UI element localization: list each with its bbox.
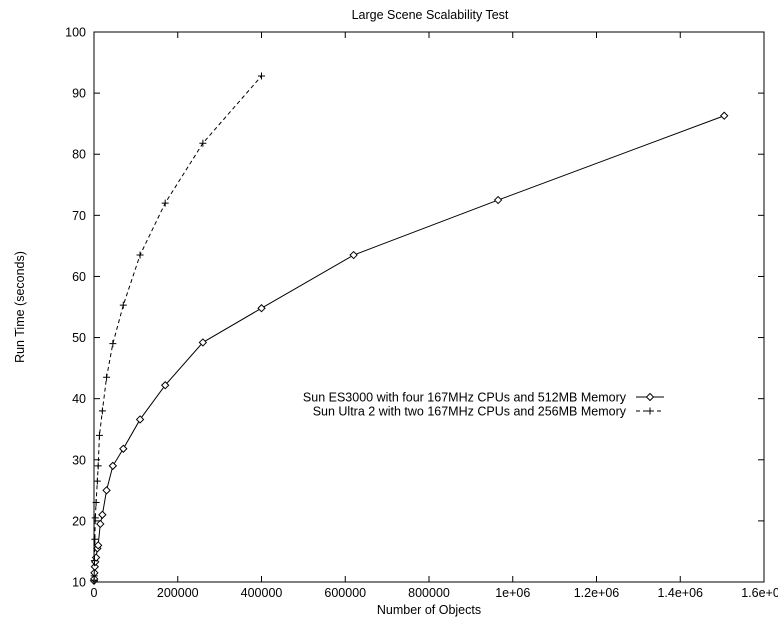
data-point [95,431,103,439]
y-tick-label: 20 [72,514,86,528]
x-tick-label: 600000 [324,586,366,600]
data-point [91,514,99,522]
data-point [90,562,100,571]
legend-entry: Sun Ultra 2 with two 167MHz CPUs and 256… [313,405,664,419]
y-tick-label: 80 [72,148,86,162]
x-tick-label: 1e+06 [495,586,530,600]
data-point [349,250,358,260]
y-tick-label: 70 [72,209,86,223]
data-point [102,486,111,495]
data-point [119,301,127,309]
data-point [92,499,100,507]
data-point [136,251,144,259]
legend-marker [646,407,654,415]
legend-label: Sun ES3000 with four 167MHz CPUs and 512… [303,391,627,405]
data-point [720,111,729,120]
x-tick-label: 1.6e+06 [741,586,778,600]
data-point [90,572,98,580]
legend-marker [645,392,655,402]
y-tick-label: 90 [72,87,86,101]
data-point [119,444,128,453]
series-line [93,75,262,581]
y-tick-label: 10 [72,576,86,590]
chart-title: Large Scene Scalability Test [352,8,509,22]
data-point [135,415,145,424]
y-tick-label: 40 [72,392,86,406]
data-point [257,304,266,313]
data-point [90,557,98,565]
y-tick-label: 30 [72,453,86,467]
data-point [93,477,101,485]
data-point [91,535,99,543]
data-point [258,72,265,80]
x-tick-label: 1.2e+06 [574,586,620,600]
axis-ticks: 0 200000 400000 600000 800000 1e+06 1.2e+06 1.4… [65,26,778,601]
data-point [94,462,102,470]
series-2 [90,72,265,584]
data-point [493,195,503,205]
legend-entry: Sun ES3000 with four 167MHz CPUs and 512… [303,391,664,405]
data-point [160,381,170,390]
x-tick-label: 1.4e+06 [657,586,703,600]
data-point [103,373,111,381]
series-line [93,115,725,581]
legend: Sun ES3000 with four 167MHz CPUs and 512… [303,391,664,419]
x-tick-label: 0 [91,586,98,600]
legend-label: Sun Ultra 2 with two 167MHz CPUs and 256… [313,405,627,419]
series-layer [89,72,729,585]
data-point [198,338,208,347]
x-tick-label: 800000 [408,586,450,600]
x-tick-label: 400000 [241,586,283,600]
data-point [199,139,207,147]
x-tick-label: 200000 [157,586,199,600]
series-1 [89,111,729,585]
data-point [93,541,103,550]
data-point [108,461,118,471]
plot-frame [93,31,765,583]
data-point [98,510,107,519]
data-point [98,407,106,415]
y-tick-label: 50 [72,331,86,345]
y-axis-label: Run Time (seconds) [13,251,27,363]
x-axis-label: Number of Objects [377,603,481,617]
y-tick-label: 100 [65,26,86,40]
data-point [96,519,105,529]
data-point [161,199,169,207]
data-point [109,340,117,348]
y-tick-label: 60 [72,270,86,284]
